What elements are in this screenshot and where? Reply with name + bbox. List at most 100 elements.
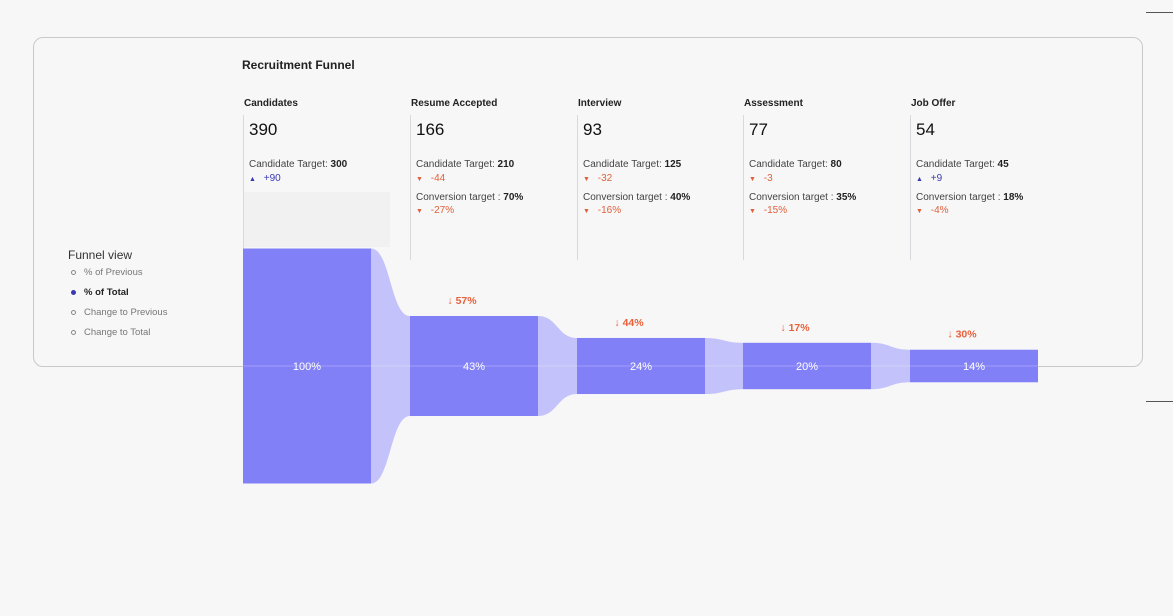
candidate-target-value: 300 xyxy=(330,159,348,170)
divider-bottom xyxy=(1146,401,1173,402)
candidate-target-label: Candidate Target: xyxy=(416,159,498,170)
stage-divider xyxy=(410,115,411,260)
stage-label: Interview xyxy=(578,98,622,109)
candidate-target-label: Candidate Target: xyxy=(749,159,831,170)
conversion-target-label: Conversion target : xyxy=(583,192,671,203)
funnel-view-option[interactable]: % of Previous xyxy=(71,267,143,278)
candidate-target-delta-value: -32 xyxy=(595,173,613,184)
candidate-target: Candidate Target: 300 xyxy=(249,159,347,170)
radio-dot-icon[interactable] xyxy=(71,269,76,275)
funnel-drop-label: ↓ 44% xyxy=(614,317,644,329)
funnel-view-option-label[interactable]: Change to Previous xyxy=(84,307,168,318)
triangle-down-icon: ▼ xyxy=(749,208,756,215)
stage-count: 390 xyxy=(249,120,278,139)
candidate-target: Candidate Target: 125 xyxy=(583,159,681,170)
page-title: Recruitment Funnel xyxy=(242,58,355,72)
stage-count: 93 xyxy=(583,120,602,139)
candidate-target-label: Candidate Target: xyxy=(249,159,331,170)
triangle-down-icon: ▼ xyxy=(583,208,590,215)
triangle-up-icon: ▲ xyxy=(249,176,256,183)
radio-dot-icon[interactable] xyxy=(71,309,76,315)
candidate-target-value: 210 xyxy=(497,159,515,170)
conversion-target-delta: ▼ -27% xyxy=(416,205,454,216)
conversion-target-delta-value: -15% xyxy=(761,205,788,216)
radio-dot-icon[interactable] xyxy=(71,329,76,335)
candidate-target-label: Candidate Target: xyxy=(916,159,998,170)
radio-dot-icon[interactable] xyxy=(71,289,76,295)
funnel-bar xyxy=(743,342,871,390)
funnel-connector xyxy=(871,342,910,390)
conversion-target-label: Conversion target : xyxy=(749,192,837,203)
stage-label: Assessment xyxy=(744,98,803,109)
triangle-down-icon: ▼ xyxy=(583,176,590,183)
conversion-target-value: 40% xyxy=(670,192,691,203)
stage-label: Job Offer xyxy=(911,98,956,109)
conversion-target-value: 70% xyxy=(503,192,524,203)
funnel-connector xyxy=(538,315,577,417)
candidate-target-value: 125 xyxy=(664,159,682,170)
funnel-drop-label: ↓ 30% xyxy=(947,329,977,341)
funnel-view-option-label[interactable]: % of Previous xyxy=(84,267,143,278)
candidate-target: Candidate Target: 45 xyxy=(916,159,1009,170)
triangle-down-icon: ▼ xyxy=(416,176,423,183)
candidate-target: Candidate Target: 80 xyxy=(749,159,842,170)
stage-divider xyxy=(743,115,744,260)
conversion-target: Conversion target : 35% xyxy=(749,192,856,203)
stage-count: 166 xyxy=(416,120,445,139)
header-shade xyxy=(243,192,390,247)
funnel-drop-label: ↓ 17% xyxy=(780,322,810,334)
conversion-target-value: 18% xyxy=(1003,192,1024,203)
conversion-target-delta-value: -16% xyxy=(595,205,622,216)
candidate-target-delta-value: +90 xyxy=(261,173,281,184)
funnel-drop-label: ↓ 57% xyxy=(447,295,477,307)
funnel-bar xyxy=(243,248,371,484)
funnel-view-option-label[interactable]: % of Total xyxy=(84,287,129,298)
funnel-bar xyxy=(910,349,1038,383)
funnel-view-option-label[interactable]: Change to Total xyxy=(84,327,151,338)
funnel-view-option[interactable]: % of Total xyxy=(71,287,129,298)
funnel-bar-label: 24% xyxy=(630,361,652,373)
funnel-view-option[interactable]: Change to Total xyxy=(71,327,150,338)
conversion-target-delta: ▼ -16% xyxy=(583,205,621,216)
candidate-target-delta: ▲ +90 xyxy=(249,173,281,184)
conversion-target: Conversion target : 70% xyxy=(416,192,523,203)
stage-label: Resume Accepted xyxy=(411,98,498,109)
conversion-target-value: 35% xyxy=(836,192,857,203)
conversion-target-label: Conversion target : xyxy=(916,192,1004,203)
candidate-target-value: 45 xyxy=(997,159,1009,170)
triangle-down-icon: ▼ xyxy=(916,208,923,215)
triangle-down-icon: ▼ xyxy=(416,208,423,215)
conversion-target-delta: ▼ -15% xyxy=(749,205,787,216)
funnel-connector xyxy=(705,337,743,395)
stage-divider xyxy=(577,115,578,260)
funnel-bar-label: 14% xyxy=(963,361,985,373)
conversion-target-delta-value: -4% xyxy=(928,205,949,216)
candidate-target-delta-value: -3 xyxy=(761,173,773,184)
conversion-target-delta: ▼ -4% xyxy=(916,205,949,216)
divider-top xyxy=(1146,12,1173,13)
candidate-target: Candidate Target: 210 xyxy=(416,159,514,170)
funnel-view-option[interactable]: Change to Previous xyxy=(71,307,167,318)
funnel-bar xyxy=(577,337,705,395)
funnel-bar xyxy=(410,315,538,417)
funnel-bar-label: 43% xyxy=(463,361,485,373)
funnel-bar-label: 100% xyxy=(293,361,321,373)
candidate-target-delta: ▼ -32 xyxy=(583,173,612,184)
stage-label: Candidates xyxy=(244,98,298,109)
funnel-connector xyxy=(371,248,410,484)
stage-divider xyxy=(243,115,244,260)
candidate-target-label: Candidate Target: xyxy=(583,159,665,170)
triangle-down-icon: ▼ xyxy=(749,176,756,183)
stage-count: 54 xyxy=(916,120,935,139)
candidate-target-delta: ▲ +9 xyxy=(916,173,942,184)
candidate-target-delta: ▼ -3 xyxy=(749,173,773,184)
conversion-target: Conversion target : 18% xyxy=(916,192,1023,203)
funnel-bar-label: 20% xyxy=(796,361,818,373)
candidate-target-delta-value: -44 xyxy=(428,173,446,184)
candidate-target-delta: ▼ -44 xyxy=(416,173,445,184)
conversion-target-label: Conversion target : xyxy=(416,192,504,203)
candidate-target-delta-value: +9 xyxy=(928,173,943,184)
stage-count: 77 xyxy=(749,120,768,139)
stage-divider xyxy=(910,115,911,260)
